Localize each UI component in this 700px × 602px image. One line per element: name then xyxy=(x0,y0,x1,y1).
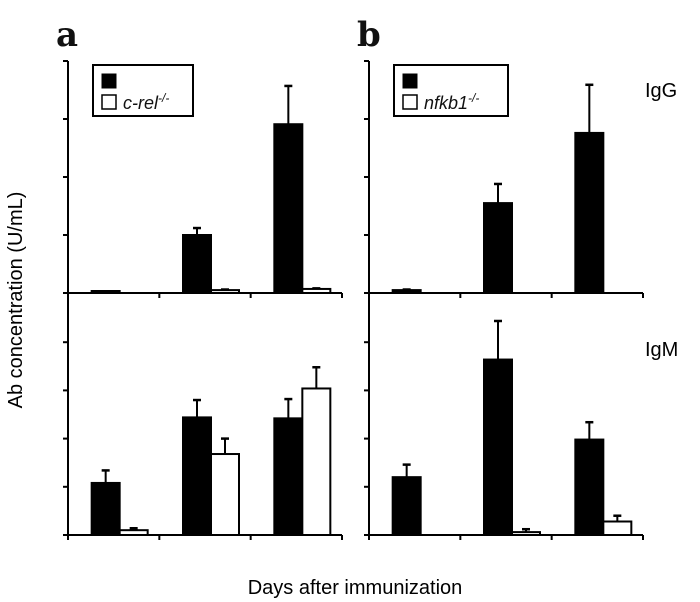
bar-knockout xyxy=(301,387,332,536)
row-label-igm: IgM xyxy=(645,339,678,361)
bar-wt xyxy=(90,481,121,536)
bar-wt xyxy=(483,202,513,295)
bar-wt xyxy=(182,234,212,294)
legend-gene-name: c-rel xyxy=(123,93,159,113)
legend-genotype-superscript: -/- xyxy=(158,91,169,105)
row-label-igg: IgG xyxy=(645,80,677,102)
bar-wt xyxy=(391,289,422,295)
bar-wt xyxy=(574,438,605,536)
bar-wt xyxy=(90,290,121,294)
panel-letter-a: a xyxy=(56,15,78,55)
x-axis-label: Days after immunization xyxy=(248,577,463,599)
legend-genotype-superscript: -/- xyxy=(468,91,479,105)
bar-wt xyxy=(483,358,513,536)
bar-knockout xyxy=(301,287,332,295)
legend-swatch-wt xyxy=(101,73,117,89)
legend-gene-name: nfkb1 xyxy=(424,93,468,113)
legend-swatch-knockout xyxy=(101,94,117,110)
bar-knockout xyxy=(118,529,149,536)
bar-knockout xyxy=(602,520,633,537)
legend-swatch-wt xyxy=(402,73,418,89)
bar-wt xyxy=(574,131,605,294)
legend-swatch-knockout xyxy=(402,94,418,110)
bar-wt xyxy=(182,416,212,536)
bar-knockout xyxy=(210,453,240,536)
bar-wt xyxy=(273,417,304,536)
bar-knockout xyxy=(210,289,240,295)
bar-wt xyxy=(391,476,422,537)
panel-letter-b: b xyxy=(357,15,381,55)
y-axis-label: Ab concentration (U/mL) xyxy=(5,192,27,409)
bar-wt xyxy=(273,123,304,294)
bar-knockout xyxy=(511,531,541,536)
legend-label-knockout: nfkb1-/- xyxy=(424,91,479,113)
legend-label-knockout: c-rel-/- xyxy=(123,91,169,113)
